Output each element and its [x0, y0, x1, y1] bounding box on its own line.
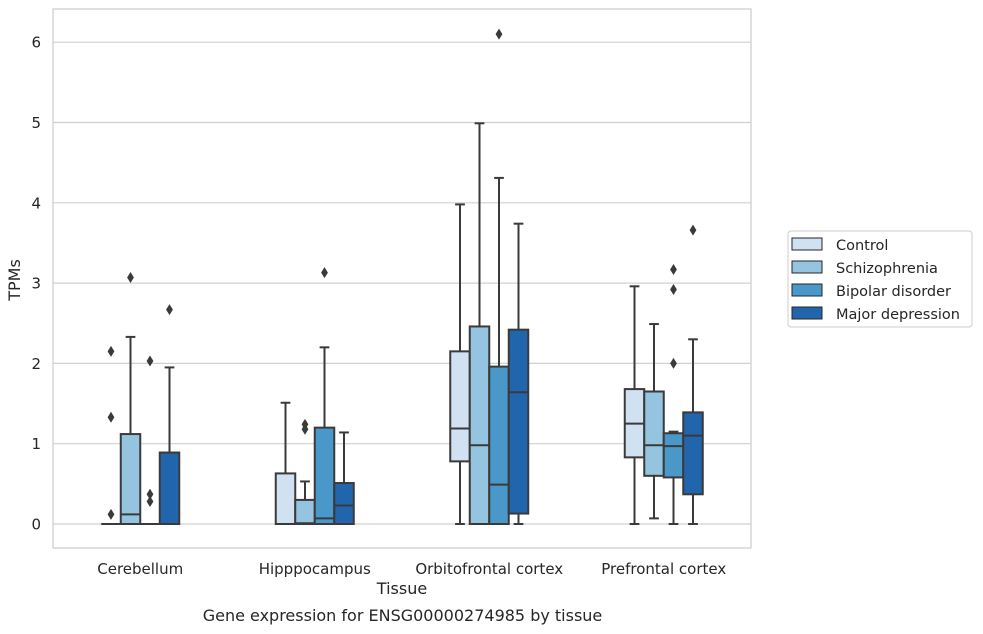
- y-tick-label: 0: [31, 516, 41, 534]
- box-2-3: [507, 222, 530, 525]
- box-iqr: [643, 390, 665, 477]
- box-iqr: [313, 426, 336, 526]
- box-3-1: [643, 323, 665, 520]
- box-iqr: [682, 411, 704, 496]
- legend-swatch-major-depression: [791, 306, 823, 320]
- outlier-point: [495, 28, 503, 40]
- boxes: [101, 28, 704, 526]
- box-1-2: [313, 267, 336, 526]
- box-3-0: [623, 285, 646, 525]
- outlier-point: [146, 355, 154, 367]
- y-tick-label: 6: [31, 34, 41, 52]
- box-iqr: [333, 482, 355, 525]
- outlier-point: [321, 267, 328, 279]
- box-iqr: [468, 325, 491, 525]
- box-0-3: [158, 304, 181, 525]
- y-tick-label: 2: [31, 355, 41, 373]
- outlier-point: [127, 271, 134, 283]
- box-2-0: [449, 203, 471, 525]
- y-tick-label: 1: [31, 435, 41, 453]
- legend-label-bipolar-disorder: Bipolar disorder: [836, 284, 951, 300]
- box-iqr: [449, 350, 471, 463]
- y-tick-label: 5: [31, 114, 41, 132]
- x-tick-labels: Cerebellum Hipppocampus Orbitofrontal cort…: [97, 560, 726, 578]
- box-3-2: [662, 263, 685, 525]
- box-iqr: [488, 365, 510, 525]
- y-axis-label: TPMs: [5, 259, 24, 302]
- outlier-point: [166, 304, 173, 316]
- box-iqr: [507, 328, 530, 515]
- x-tick-label: Hipppocampus: [259, 560, 371, 578]
- legend-swatch-schizophrenia: [791, 260, 823, 274]
- legend-swatch-control: [791, 237, 823, 251]
- outlier-point: [670, 284, 677, 296]
- legend-label-schizophrenia: Schizophrenia: [836, 261, 938, 277]
- box-iqr: [158, 451, 181, 525]
- y-tick-label: 4: [31, 194, 41, 212]
- box-1-3: [333, 431, 355, 525]
- box-iqr: [294, 498, 316, 526]
- x-tick-label: Cerebellum: [97, 560, 183, 578]
- legend-label-control: Control: [836, 238, 888, 254]
- plot-area: [52, 8, 752, 549]
- box-1-1: [294, 418, 316, 526]
- box-iqr: [274, 472, 297, 526]
- outlier-point: [301, 418, 309, 430]
- x-tick-label: Orbitofrontal cortex: [415, 560, 563, 578]
- outlier-point: [689, 224, 697, 236]
- box-iqr: [119, 433, 142, 525]
- box-iqr: [662, 432, 685, 479]
- x-axis-label: Tissue: [376, 579, 427, 598]
- outlier-point: [107, 345, 115, 357]
- box-3-3: [682, 224, 704, 525]
- outlier-point: [107, 508, 115, 520]
- box-0-0: [101, 345, 121, 525]
- box-2-1: [468, 122, 491, 525]
- box-1-0: [274, 401, 297, 526]
- legend-label-major-depression: Major depression: [836, 307, 960, 323]
- legend-swatch-bipolar-disorder: [791, 283, 823, 297]
- outlier-point: [146, 496, 154, 508]
- legend-frame: [787, 230, 973, 328]
- legend: Control Schizophrenia Bipolar disorder M…: [787, 230, 973, 328]
- outlier-point: [107, 411, 115, 423]
- outlier-point: [670, 263, 677, 275]
- outlier-point: [670, 357, 677, 369]
- box-0-1: [119, 271, 142, 525]
- figure-caption: Gene expression for ENSG00000274985 by t…: [202, 606, 603, 625]
- y-tick-labels: 0 1 2 3 4 5 6: [31, 34, 41, 534]
- outlier-point: [146, 488, 154, 500]
- y-tick-label: 3: [31, 275, 41, 293]
- box-2-2: [488, 28, 510, 525]
- x-tick-label: Prefrontal cortex: [601, 560, 726, 578]
- box-0-2: [140, 355, 160, 525]
